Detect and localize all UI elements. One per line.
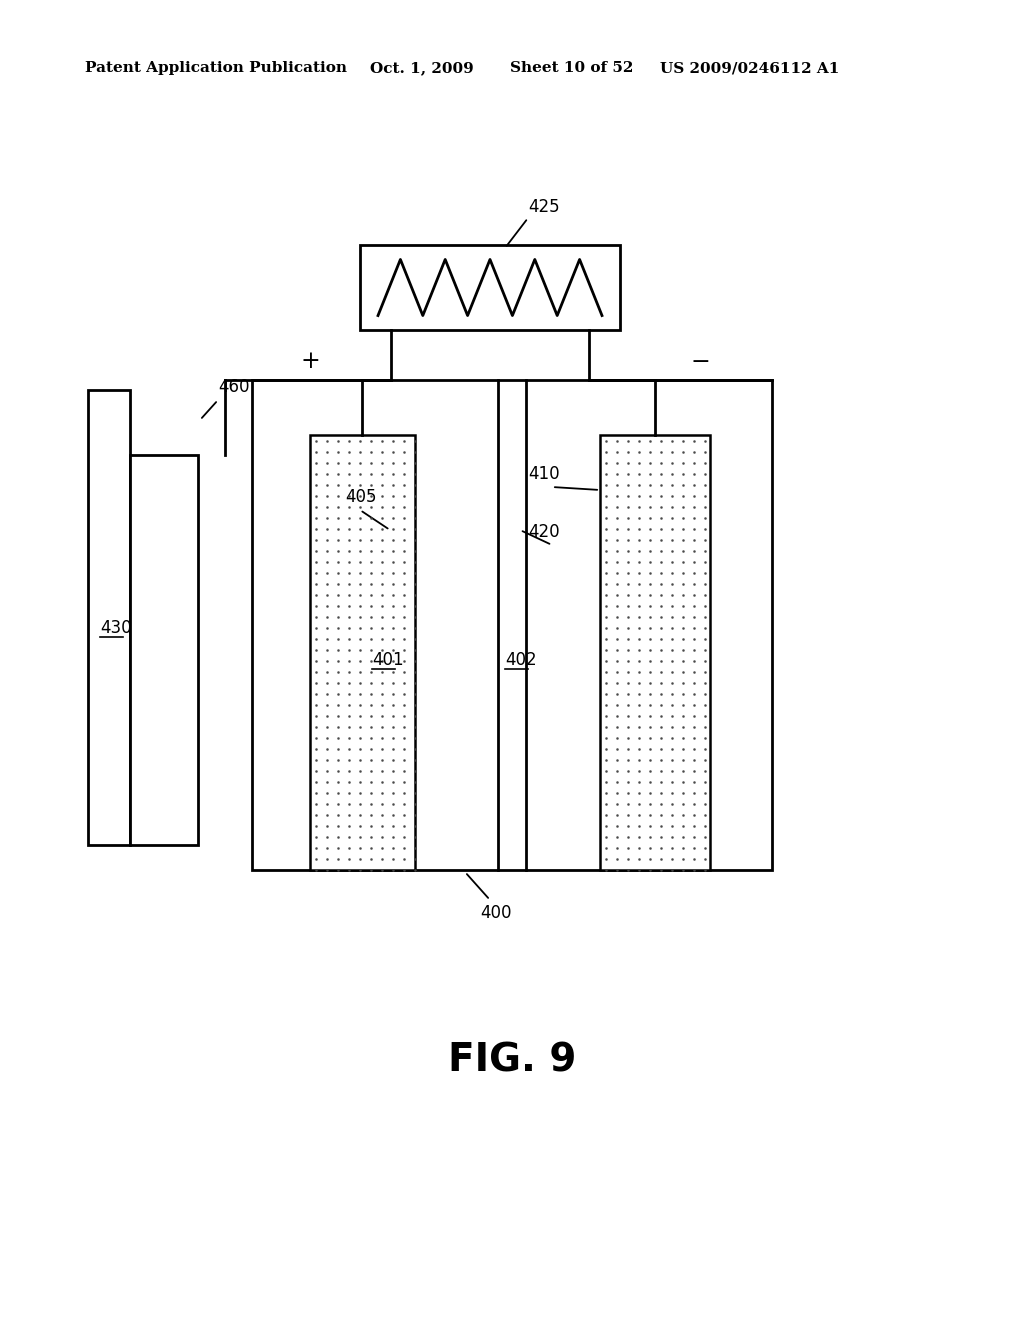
- Text: 430: 430: [100, 619, 132, 638]
- Text: Sheet 10 of 52: Sheet 10 of 52: [510, 61, 634, 75]
- Text: US 2009/0246112 A1: US 2009/0246112 A1: [660, 61, 840, 75]
- Text: +: +: [300, 351, 319, 374]
- Bar: [310, 436, 415, 870]
- Text: 460: 460: [218, 378, 250, 396]
- Bar: [360, 246, 620, 330]
- Text: 400: 400: [480, 904, 512, 921]
- Bar: [130, 455, 198, 845]
- Bar: [600, 436, 710, 870]
- Bar: [88, 389, 130, 845]
- Text: 402: 402: [505, 651, 537, 669]
- Text: FIG. 9: FIG. 9: [447, 1041, 577, 1078]
- Text: 405: 405: [345, 488, 377, 506]
- Text: Oct. 1, 2009: Oct. 1, 2009: [370, 61, 474, 75]
- Bar: [252, 380, 772, 870]
- Text: 425: 425: [528, 198, 560, 216]
- Text: 401: 401: [372, 651, 403, 669]
- Text: −: −: [690, 351, 710, 374]
- Text: 410: 410: [528, 465, 560, 483]
- Text: Patent Application Publication: Patent Application Publication: [85, 61, 347, 75]
- Text: 420: 420: [528, 523, 560, 541]
